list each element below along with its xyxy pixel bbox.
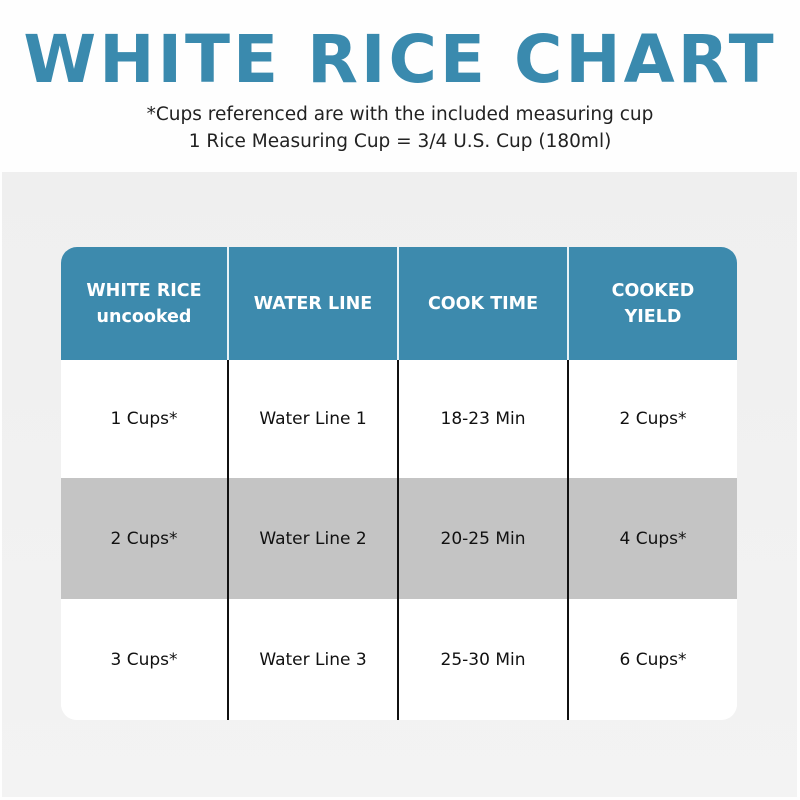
table-cell: Water Line 2 [229,478,399,599]
header-cell: WHITE RICE uncooked [61,247,229,360]
header-cell: COOKED YIELD [569,247,737,360]
table-row: 3 Cups* Water Line 3 25-30 Min 6 Cups* [61,599,737,720]
header-line: uncooked [96,306,192,327]
header-line: COOK TIME [427,293,539,314]
table-cell: 4 Cups* [619,528,687,549]
page-title: WHITE RICE CHART [23,21,777,98]
table-cell: 1 Cups* [61,360,229,478]
table-cell: Water Line 1 [229,360,399,478]
table-header-row: WHITE RICE uncooked WATER LINE COOK TIME … [61,247,737,360]
table-cell: 25-30 Min [399,599,569,720]
table-cell: 6 Cups* [619,649,687,670]
table-cell: 18-23 Min [399,360,569,478]
table-cell: 2 Cups* [619,409,687,429]
table-cell: 20-25 Min [399,478,569,599]
subtitle-conversion: 1 Rice Measuring Cup = 3/4 U.S. Cup (180… [188,131,612,152]
subtitle-note: *Cups referenced are with the included m… [146,104,654,125]
table-row: 1 Cups* Water Line 1 18-23 Min 2 Cups* [61,360,737,478]
table-cell: 3 Cups* [61,599,229,720]
header-line: YIELD [624,306,682,327]
header-line: WHITE RICE [86,280,202,301]
header-line: WATER LINE [253,293,373,314]
table-cell: 2 Cups* [61,478,229,599]
header-cell: COOK TIME [399,247,569,360]
header-line: COOKED [611,280,695,301]
rice-chart-table: WHITE RICE uncooked WATER LINE COOK TIME … [61,247,737,720]
header-cell: WATER LINE [229,247,399,360]
table-cell: Water Line 3 [229,599,399,720]
table-row: 2 Cups* Water Line 2 20-25 Min 4 Cups* [61,478,737,599]
